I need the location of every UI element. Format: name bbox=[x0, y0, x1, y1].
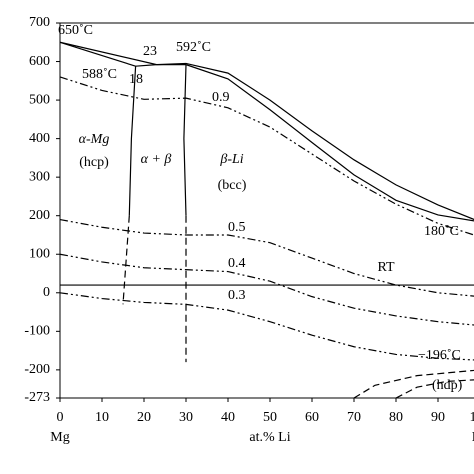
annotation: α-Mg bbox=[79, 132, 110, 147]
y-tick-label: 0 bbox=[43, 285, 50, 300]
annotation: (hdp) bbox=[432, 378, 463, 393]
x-tick-label: 20 bbox=[137, 410, 151, 425]
annotation: 0.4 bbox=[228, 256, 246, 271]
annotation: 592˚C bbox=[176, 40, 211, 55]
y-tick-label: 400 bbox=[29, 131, 50, 146]
y-tick-label: 100 bbox=[29, 246, 50, 261]
x-tick-label: 10 bbox=[95, 410, 109, 425]
annotation: α + β bbox=[141, 152, 172, 167]
y-tick-label: 200 bbox=[29, 208, 50, 223]
x-axis-label: at.% Li bbox=[249, 430, 290, 445]
curve bbox=[122, 215, 130, 305]
x-tick-label: 40 bbox=[221, 410, 235, 425]
annotation: RT bbox=[377, 260, 394, 275]
curve bbox=[395, 379, 474, 399]
curve bbox=[185, 64, 474, 222]
plot-frame bbox=[59, 22, 474, 399]
curve bbox=[183, 64, 187, 216]
curve bbox=[156, 62, 474, 221]
y-tick-label: 700 bbox=[29, 15, 50, 30]
annotation: (hcp) bbox=[79, 155, 109, 170]
annotation: 0.9 bbox=[212, 90, 230, 105]
curve bbox=[59, 253, 474, 326]
x-tick-label: 50 bbox=[263, 410, 277, 425]
annotation: (bcc) bbox=[218, 178, 247, 193]
x-tick-label: 0 bbox=[57, 410, 64, 425]
annotation: β-Li bbox=[219, 152, 243, 167]
x-tick-label: 90 bbox=[431, 410, 445, 425]
curve bbox=[128, 66, 137, 216]
y-tick-label: -100 bbox=[24, 324, 50, 339]
annotation: 180˚C bbox=[424, 224, 459, 239]
annotation: 650˚C bbox=[58, 23, 93, 38]
x-tick-label: 70 bbox=[347, 410, 361, 425]
annotation: −196˚C bbox=[418, 348, 461, 363]
curve bbox=[59, 76, 474, 236]
annotation: 0.3 bbox=[228, 288, 246, 303]
curve bbox=[59, 218, 474, 297]
curve bbox=[353, 369, 474, 399]
x-tick-label: 60 bbox=[305, 410, 319, 425]
x-tick-label: 30 bbox=[179, 410, 193, 425]
curve bbox=[59, 292, 474, 361]
annotation: 588˚C bbox=[82, 67, 117, 82]
x-right-label: Li bbox=[472, 430, 474, 445]
annotation: 23 bbox=[143, 44, 157, 59]
curve bbox=[59, 41, 157, 66]
x-left-label: Mg bbox=[50, 430, 69, 445]
annotation: 0.5 bbox=[228, 220, 246, 235]
curve bbox=[59, 41, 136, 67]
annotation: 18 bbox=[129, 72, 143, 87]
x-tick-label: 80 bbox=[389, 410, 403, 425]
y-tick-label: 500 bbox=[29, 92, 50, 107]
y-tick-label: -273 bbox=[24, 390, 50, 405]
x-tick-label: 100 bbox=[470, 410, 474, 425]
y-tick-label: 300 bbox=[29, 169, 50, 184]
y-tick-label: 600 bbox=[29, 54, 50, 69]
y-tick-label: -200 bbox=[24, 362, 50, 377]
